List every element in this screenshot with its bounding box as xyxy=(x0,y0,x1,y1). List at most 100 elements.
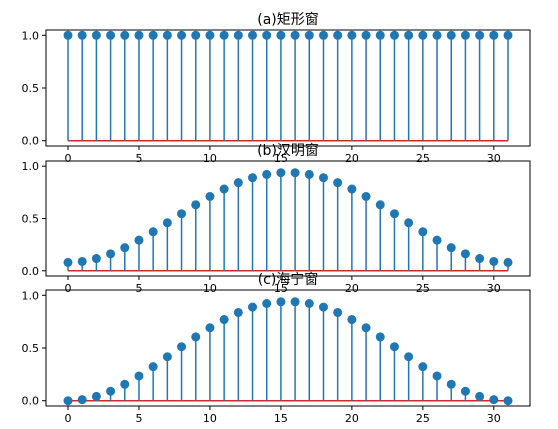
stem-marker xyxy=(347,184,357,194)
x-tick-label: 5 xyxy=(135,152,142,165)
x-tick-label: 20 xyxy=(345,282,359,295)
stem-marker xyxy=(304,298,314,308)
stem-marker xyxy=(460,30,470,40)
x-tick-label: 10 xyxy=(203,412,217,425)
stem-marker xyxy=(389,209,399,219)
axes-frame xyxy=(45,160,531,277)
stem-marker xyxy=(91,30,101,40)
stem-marker xyxy=(219,184,229,194)
x-tick-label: 25 xyxy=(416,282,430,295)
stem-marker xyxy=(290,297,300,307)
stem-marker xyxy=(446,379,456,389)
stem-marker xyxy=(233,307,243,317)
stem-marker xyxy=(318,30,328,40)
stem-marker xyxy=(134,235,144,245)
stem-marker xyxy=(361,191,371,201)
stem-marker xyxy=(489,395,499,405)
stem-marker xyxy=(503,257,513,267)
y-tick-label: 0.5 xyxy=(22,342,40,355)
panel-2: 0 5 10 15 20 25 30 0.0 0.5 1.0 (b)汉明窗 xyxy=(22,142,531,295)
stem-marker xyxy=(120,30,130,40)
stem-marker xyxy=(333,178,343,188)
panel-1: 0 5 10 15 20 25 30 0.0 0.5 1.0 (a)矩形窗 xyxy=(22,11,531,165)
stem-marker xyxy=(361,323,371,333)
stem-marker xyxy=(276,30,286,40)
stem-marker xyxy=(120,243,130,253)
stem-marker xyxy=(262,169,272,179)
stem-marker xyxy=(148,30,158,40)
stem-marker xyxy=(191,332,201,342)
stem-marker xyxy=(475,30,485,40)
x-tick-label: 25 xyxy=(416,412,430,425)
stem-marker xyxy=(432,235,442,245)
stem-marker xyxy=(91,254,101,264)
stem-marker xyxy=(205,30,215,40)
stem-marker xyxy=(106,386,116,396)
stem-marker xyxy=(304,30,314,40)
x-tick-label: 30 xyxy=(487,152,501,165)
x-tick-label: 0 xyxy=(65,282,72,295)
stem-marker xyxy=(262,30,272,40)
x-tick-label: 30 xyxy=(487,412,501,425)
stem-marker xyxy=(503,30,513,40)
axes-frame xyxy=(45,289,531,407)
stem-marker xyxy=(219,315,229,325)
stem-marker xyxy=(276,168,286,178)
y-tick-label: 0.5 xyxy=(22,213,40,226)
stem-marker xyxy=(333,307,343,317)
stem-marker xyxy=(290,168,300,178)
stem-marker xyxy=(91,391,101,401)
y-tick-label: 0.5 xyxy=(22,82,40,95)
stem-marker xyxy=(106,249,116,259)
x-tick-label: 25 xyxy=(416,152,430,165)
stem-marker xyxy=(347,315,357,325)
panel-title: (a)矩形窗 xyxy=(257,11,319,28)
stem-marker xyxy=(162,218,172,228)
stem-marker xyxy=(148,362,158,372)
x-tick-label: 30 xyxy=(487,282,501,295)
stem-marker xyxy=(375,30,385,40)
stem-marker xyxy=(318,302,328,312)
stem-marker xyxy=(177,30,187,40)
stem-marker xyxy=(432,30,442,40)
x-tick-label: 15 xyxy=(274,412,288,425)
stem-marker xyxy=(205,191,215,201)
stem-marker xyxy=(233,178,243,188)
y-tick-label: 1.0 xyxy=(22,289,40,302)
stem-marker xyxy=(446,243,456,253)
stem-marker xyxy=(191,200,201,210)
stem-marker xyxy=(432,371,442,381)
stem-marker xyxy=(134,371,144,381)
x-tick-label: 10 xyxy=(203,152,217,165)
x-tick-label: 15 xyxy=(274,282,288,295)
stem-marker xyxy=(475,254,485,264)
x-tick-label: 20 xyxy=(345,412,359,425)
stem-marker xyxy=(347,30,357,40)
panel-title: (b)汉明窗 xyxy=(257,142,319,159)
stem-marker xyxy=(120,379,130,389)
y-tick-label: 1.0 xyxy=(22,29,40,42)
x-tick-label: 5 xyxy=(135,282,142,295)
stem-marker xyxy=(503,396,513,406)
stem-marker xyxy=(262,298,272,308)
x-tick-label: 0 xyxy=(65,152,72,165)
x-tick-label: 15 xyxy=(274,152,288,165)
stem-marker xyxy=(404,352,414,362)
stem-marker xyxy=(489,30,499,40)
stem-marker xyxy=(63,30,73,40)
stem-marker xyxy=(418,30,428,40)
stem-marker xyxy=(205,323,215,333)
stem-marker xyxy=(63,396,73,406)
stem-marker xyxy=(489,256,499,266)
stem-marker xyxy=(418,362,428,372)
stem-marker xyxy=(219,30,229,40)
stem-marker xyxy=(460,386,470,396)
stem-marker xyxy=(248,30,258,40)
stem-marker xyxy=(389,30,399,40)
stem-marker xyxy=(375,200,385,210)
x-tick-label: 20 xyxy=(345,152,359,165)
stem-marker xyxy=(304,169,314,179)
x-tick-label: 10 xyxy=(203,282,217,295)
stem-marker xyxy=(446,30,456,40)
